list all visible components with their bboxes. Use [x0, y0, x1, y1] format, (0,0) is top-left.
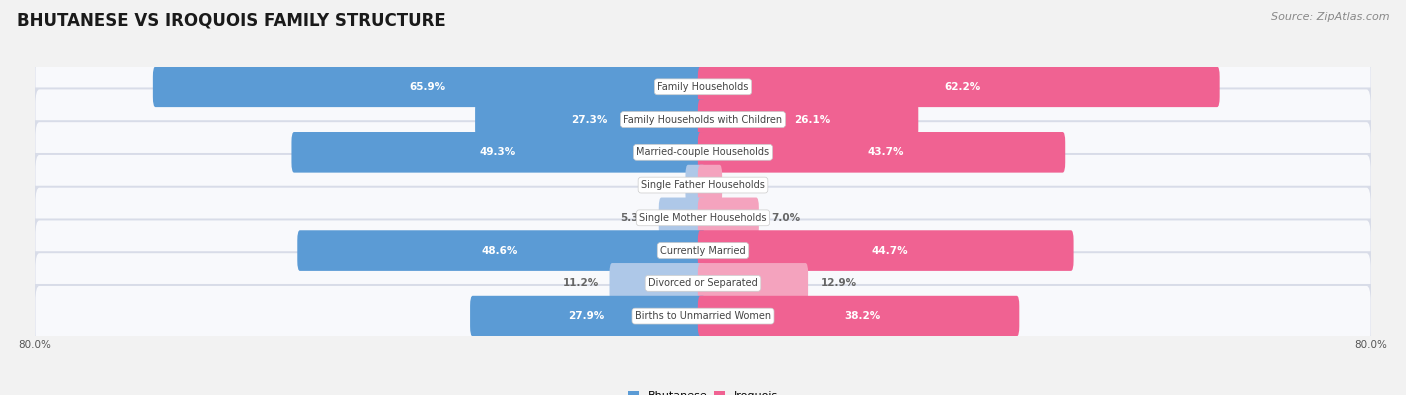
FancyBboxPatch shape: [697, 230, 1074, 271]
FancyBboxPatch shape: [153, 66, 706, 107]
FancyBboxPatch shape: [297, 230, 706, 271]
Text: Divorced or Separated: Divorced or Separated: [648, 278, 758, 288]
FancyBboxPatch shape: [31, 284, 1375, 348]
FancyBboxPatch shape: [31, 87, 1375, 152]
FancyBboxPatch shape: [35, 155, 1371, 215]
FancyBboxPatch shape: [659, 198, 706, 238]
FancyBboxPatch shape: [697, 263, 808, 304]
Legend: Bhutanese, Iroquois: Bhutanese, Iroquois: [623, 386, 783, 395]
FancyBboxPatch shape: [697, 99, 918, 140]
FancyBboxPatch shape: [35, 286, 1371, 346]
FancyBboxPatch shape: [609, 263, 706, 304]
Text: 27.9%: 27.9%: [568, 311, 605, 321]
Text: Married-couple Households: Married-couple Households: [637, 147, 769, 157]
Text: 38.2%: 38.2%: [845, 311, 880, 321]
Text: 2.1%: 2.1%: [647, 180, 675, 190]
FancyBboxPatch shape: [35, 122, 1371, 182]
FancyBboxPatch shape: [35, 253, 1371, 314]
Text: Family Households with Children: Family Households with Children: [623, 115, 783, 124]
FancyBboxPatch shape: [686, 165, 706, 205]
Text: 62.2%: 62.2%: [945, 82, 981, 92]
FancyBboxPatch shape: [470, 296, 706, 337]
FancyBboxPatch shape: [31, 153, 1375, 217]
Text: 5.3%: 5.3%: [620, 213, 648, 223]
FancyBboxPatch shape: [697, 66, 1219, 107]
Text: Single Mother Households: Single Mother Households: [640, 213, 766, 223]
Text: 11.2%: 11.2%: [564, 278, 599, 288]
FancyBboxPatch shape: [697, 165, 723, 205]
FancyBboxPatch shape: [35, 220, 1371, 281]
FancyBboxPatch shape: [31, 186, 1375, 250]
Text: 26.1%: 26.1%: [794, 115, 830, 124]
FancyBboxPatch shape: [35, 56, 1371, 117]
Text: 43.7%: 43.7%: [868, 147, 904, 157]
FancyBboxPatch shape: [31, 251, 1375, 316]
FancyBboxPatch shape: [35, 188, 1371, 248]
Text: 27.3%: 27.3%: [571, 115, 607, 124]
FancyBboxPatch shape: [697, 198, 759, 238]
Text: 44.7%: 44.7%: [872, 246, 908, 256]
FancyBboxPatch shape: [31, 55, 1375, 119]
FancyBboxPatch shape: [697, 132, 1066, 173]
Text: Births to Unmarried Women: Births to Unmarried Women: [636, 311, 770, 321]
Text: 65.9%: 65.9%: [411, 82, 446, 92]
FancyBboxPatch shape: [291, 132, 706, 173]
Text: 49.3%: 49.3%: [479, 147, 516, 157]
FancyBboxPatch shape: [31, 120, 1375, 184]
Text: 48.6%: 48.6%: [482, 246, 519, 256]
FancyBboxPatch shape: [475, 99, 706, 140]
Text: Source: ZipAtlas.com: Source: ZipAtlas.com: [1271, 12, 1389, 22]
Text: 7.0%: 7.0%: [772, 213, 800, 223]
Text: 12.9%: 12.9%: [821, 278, 856, 288]
Text: Currently Married: Currently Married: [661, 246, 745, 256]
FancyBboxPatch shape: [31, 218, 1375, 283]
Text: Family Households: Family Households: [658, 82, 748, 92]
FancyBboxPatch shape: [697, 296, 1019, 337]
FancyBboxPatch shape: [35, 89, 1371, 150]
Text: 2.6%: 2.6%: [735, 180, 763, 190]
Text: BHUTANESE VS IROQUOIS FAMILY STRUCTURE: BHUTANESE VS IROQUOIS FAMILY STRUCTURE: [17, 12, 446, 30]
Text: Single Father Households: Single Father Households: [641, 180, 765, 190]
